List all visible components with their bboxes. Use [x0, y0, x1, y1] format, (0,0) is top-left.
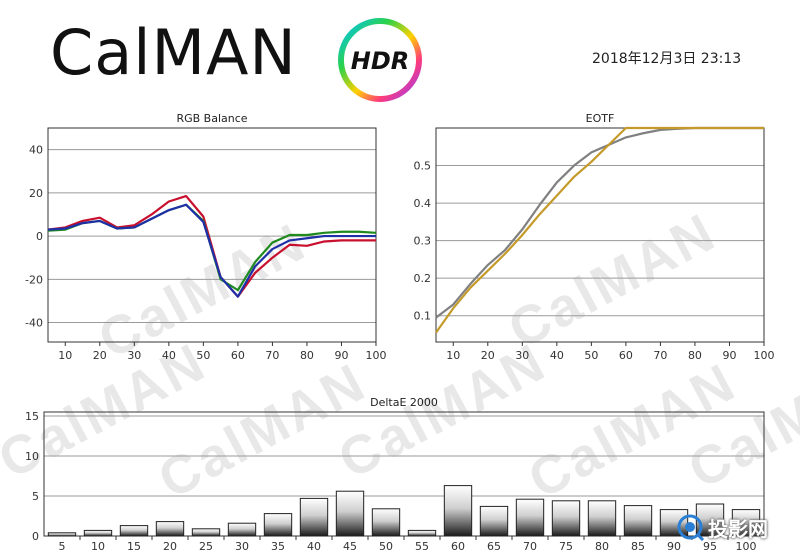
eotf-title: EOTF: [586, 112, 615, 125]
deltae-bar: [479, 505, 509, 537]
deltae-ytick: 5: [32, 490, 39, 503]
deltae-xtick: 60: [451, 540, 465, 553]
deltae-frame: [43, 411, 765, 537]
deltae-xtick: 50: [379, 540, 393, 553]
deltae-ytick: 15: [25, 410, 39, 423]
rgb-balance-xtick: 10: [58, 349, 72, 362]
rgb-balance-xtick: 50: [196, 349, 210, 362]
deltae-bar: [191, 528, 221, 537]
eotf-xtick: 50: [584, 349, 598, 362]
deltae-xtick: 15: [127, 540, 141, 553]
eotf-xtick: 90: [722, 349, 736, 362]
deltae-xtick: 5: [59, 540, 66, 553]
eotf-xtick: 30: [515, 349, 529, 362]
eotf-series-gray: [435, 126, 764, 319]
deltae-bar: [155, 521, 185, 537]
deltae-xtick: 45: [343, 540, 357, 553]
deltae-chart: DeltaE 2000 0 5 10 15 5 10 15 20 25 30 35 40 45 50 55 60…: [25, 396, 765, 553]
deltae-xtick: 85: [631, 540, 645, 553]
eotf-series-gold: [435, 126, 764, 334]
deltae-bar: [335, 490, 365, 537]
rgb-balance-chart: RGB Balance -40 -20 0 20 40 10 20 30 40 50 60 70 80 90…: [25, 112, 386, 362]
eotf-chart: EOTF 0.1 0.2 0.3 0.4 0.5 10 20 30 40 50 60 70 80 90 100: [414, 112, 775, 362]
deltae-xtick: 75: [559, 540, 573, 553]
rgb-balance-ytick: 40: [29, 144, 43, 157]
eotf-xtick: 60: [619, 349, 633, 362]
deltae-bar: [443, 485, 473, 537]
rgb-balance-ytick: 0: [36, 230, 43, 243]
eotf-ytick: 0.3: [414, 235, 432, 248]
deltae-bar: [83, 529, 113, 537]
rgb-balance-title: RGB Balance: [176, 112, 247, 125]
deltae-bar: [263, 513, 293, 537]
rgb-balance-xtick: 70: [265, 349, 279, 362]
deltae-xtick: 40: [307, 540, 321, 553]
deltae-xtick: 35: [271, 540, 285, 553]
deltae-bar: [515, 498, 545, 537]
report-timestamp: 2018年12月3日 23:13: [592, 51, 742, 67]
rgb-balance-series-blue: [47, 203, 376, 298]
deltae-bar: [551, 500, 581, 537]
eotf-ytick: 0.4: [414, 197, 432, 210]
deltae-xtick: 10: [91, 540, 105, 553]
eotf-xtick: 80: [688, 349, 702, 362]
deltae-bar: [407, 529, 437, 537]
deltae-bar: [119, 525, 149, 537]
eotf-xtick: 10: [446, 349, 460, 362]
hdr-badge-text: HDR: [351, 47, 410, 75]
deltae-ytick: 0: [32, 530, 39, 543]
eotf-ytick: 0.2: [414, 272, 432, 285]
eotf-ytick: 0.1: [414, 310, 432, 323]
deltae-xtick: 80: [595, 540, 609, 553]
deltae-xtick: 95: [703, 540, 717, 553]
deltae-xtick: 25: [199, 540, 213, 553]
rgb-balance-xtick: 20: [93, 349, 107, 362]
deltae-xtick: 65: [487, 540, 501, 553]
rgb-balance-xtick: 100: [366, 349, 387, 362]
rgb-balance-xtick: 60: [231, 349, 245, 362]
deltae-ytick: 10: [25, 450, 39, 463]
calman-logo: CalMAN: [50, 16, 297, 89]
deltae-bar: [227, 522, 257, 537]
deltae-bar: [299, 497, 329, 537]
deltae-xtick: 90: [667, 540, 681, 553]
deltae-xtick: 20: [163, 540, 177, 553]
eotf-xtick: 100: [754, 349, 775, 362]
deltae-bar: [659, 509, 689, 537]
deltae-xtick: 100: [736, 540, 757, 553]
brand-mark: 投影网: [676, 510, 768, 544]
eotf-xtick: 40: [550, 349, 564, 362]
rgb-balance-xtick: 80: [300, 349, 314, 362]
deltae-bar: [371, 508, 401, 537]
rgb-balance-ytick: -40: [25, 317, 43, 330]
rgb-balance-ytick: 20: [29, 187, 43, 200]
eotf-ytick: 0.5: [414, 160, 432, 173]
eotf-xtick: 20: [481, 349, 495, 362]
deltae-xtick: 30: [235, 540, 249, 553]
camera-lens-icon: [677, 514, 704, 541]
brand-text: 投影网: [708, 516, 768, 541]
eotf-xtick: 70: [653, 349, 667, 362]
rgb-balance-xtick: 90: [334, 349, 348, 362]
deltae-title: DeltaE 2000: [370, 396, 438, 409]
deltae-bar: [623, 505, 653, 537]
deltae-bar: [587, 500, 617, 537]
rgb-balance-xtick: 30: [127, 349, 141, 362]
deltae-bar: [731, 509, 761, 537]
hdr-badge: HDR: [338, 18, 422, 102]
deltae-xtick: 70: [523, 540, 537, 553]
deltae-bar: [47, 532, 77, 537]
eotf-frame: [435, 127, 765, 343]
deltae-xtick: 55: [415, 540, 429, 553]
rgb-balance-xtick: 40: [162, 349, 176, 362]
rgb-balance-ytick: -20: [25, 273, 43, 286]
